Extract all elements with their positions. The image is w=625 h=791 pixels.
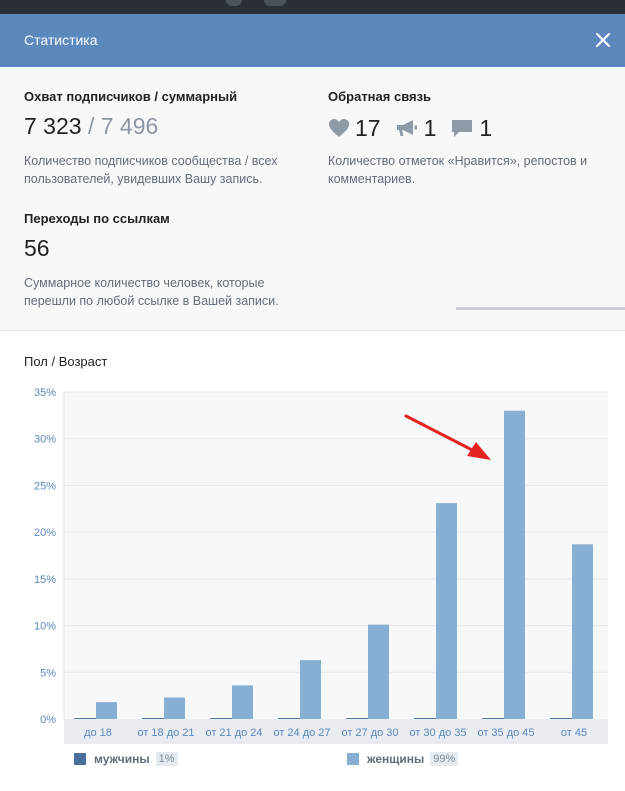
y-tick-label: 35% (34, 387, 56, 399)
feedback-counters: 17 1 1 (328, 113, 618, 143)
modal-header: Статистика (0, 14, 625, 67)
bar-male (74, 718, 96, 719)
bar-female (232, 685, 253, 719)
reach-desc-line: пользователей, увидевших Вашу запись. (24, 172, 263, 186)
close-icon[interactable] (591, 28, 615, 52)
plot-area (64, 392, 608, 719)
bar-male (414, 718, 436, 719)
y-tick-label: 15% (34, 574, 56, 586)
reach-values: 7 323 / 7 496 (24, 113, 314, 143)
x-tick-label: от 35 до 45 (477, 727, 534, 739)
legend-female-pct: 99% (430, 752, 459, 766)
y-tick-label: 20% (34, 527, 56, 539)
legend-female[interactable]: женщины 99% (347, 752, 459, 766)
speech-bubble-icon (452, 120, 473, 137)
clicks-description: Суммарное количество человек, которые пе… (24, 274, 324, 310)
annotation-arrowhead (467, 442, 491, 460)
clicks-value: 56 (24, 235, 50, 261)
bar-male (346, 718, 368, 719)
bar-male (142, 718, 164, 719)
legend-male-name: мужчины (94, 752, 150, 766)
stats-panel: Охват подписчиков / суммарный 7 323 / 7 … (0, 67, 625, 331)
reach-description: Количество подписчиков сообщества / всех… (24, 152, 314, 188)
feedback-description: Количество отметок «Нравится», репостов … (328, 152, 618, 188)
clicks-desc-line: Суммарное количество человек, которые (24, 276, 265, 290)
gender-age-chart: 0% 5% 10% 15% 20% 25% 30% 35% до 18 от 18 до 21 от… (34, 387, 608, 744)
reach-desc-line: Количество подписчиков сообщества / всех (24, 154, 278, 168)
likes-count: 17 (355, 114, 381, 141)
annotation-arrow (404, 414, 480, 455)
bar-female (368, 624, 389, 719)
bar-male (482, 718, 504, 719)
bar-male (210, 718, 232, 719)
x-axis-band (64, 719, 608, 744)
legend-male[interactable]: мужчины 1% (74, 752, 178, 766)
legend-female-name: женщины (367, 752, 425, 766)
clicks-desc-line: перешли по любой ссылке в Вашей записи. (24, 294, 279, 308)
bar-male (278, 718, 300, 719)
reach-label: Охват подписчиков / суммарный (24, 89, 238, 104)
comments-count: 1 (479, 114, 493, 141)
bar-female (572, 544, 593, 719)
legend-male-swatch (74, 753, 86, 765)
clicks-block: Переходы по ссылкам 56 Суммарное количес… (24, 211, 324, 310)
y-tick-label: 30% (34, 434, 56, 446)
y-tick-label: 25% (34, 480, 56, 492)
x-tick-label: от 24 до 27 (273, 727, 330, 739)
modal-title: Статистика (24, 32, 98, 48)
x-tick-label: от 30 до 35 (409, 727, 466, 739)
feedback-desc-line: комментариев. (328, 172, 416, 186)
bar-female (96, 702, 117, 719)
top-strip-shape (226, 0, 242, 6)
top-strip-shape (264, 0, 286, 6)
y-tick-label: 0% (40, 714, 56, 726)
heart-icon (329, 119, 349, 137)
feedback-label: Обратная связь (328, 89, 432, 104)
reposts-count: 1 (423, 114, 437, 141)
x-tick-label: от 45 (561, 727, 587, 739)
bar-female (504, 410, 525, 719)
y-tick-label: 10% (34, 621, 56, 633)
reach-subscribers: 7 323 (24, 113, 82, 139)
legend-male-pct: 1% (155, 752, 178, 766)
feedback-desc-line: Количество отметок «Нравится», репостов … (328, 154, 588, 168)
megaphone-icon (396, 120, 417, 136)
reach-block: Охват подписчиков / суммарный 7 323 / 7 … (24, 89, 314, 188)
bar-female (436, 503, 457, 719)
feedback-block: Обратная связь 17 1 1 Количество отметок… (328, 89, 618, 188)
x-tick-label: от 18 до 21 (137, 727, 194, 739)
clicks-label: Переходы по ссылкам (24, 211, 170, 226)
reach-separator: / (87, 113, 95, 139)
browser-top-strip (0, 0, 625, 14)
horizontal-scrollbar[interactable] (456, 307, 625, 310)
legend-female-swatch (347, 753, 359, 765)
x-tick-label: от 21 до 24 (205, 727, 262, 739)
y-tick-label: 5% (40, 667, 56, 679)
bar-female (164, 697, 185, 719)
x-tick-label: до 18 (84, 727, 112, 739)
x-tick-label: от 27 до 30 (341, 727, 398, 739)
demographics-title: Пол / Возраст (24, 354, 108, 369)
bar-female (300, 660, 321, 719)
bar-male (550, 718, 572, 719)
reach-total: 7 496 (100, 113, 159, 139)
